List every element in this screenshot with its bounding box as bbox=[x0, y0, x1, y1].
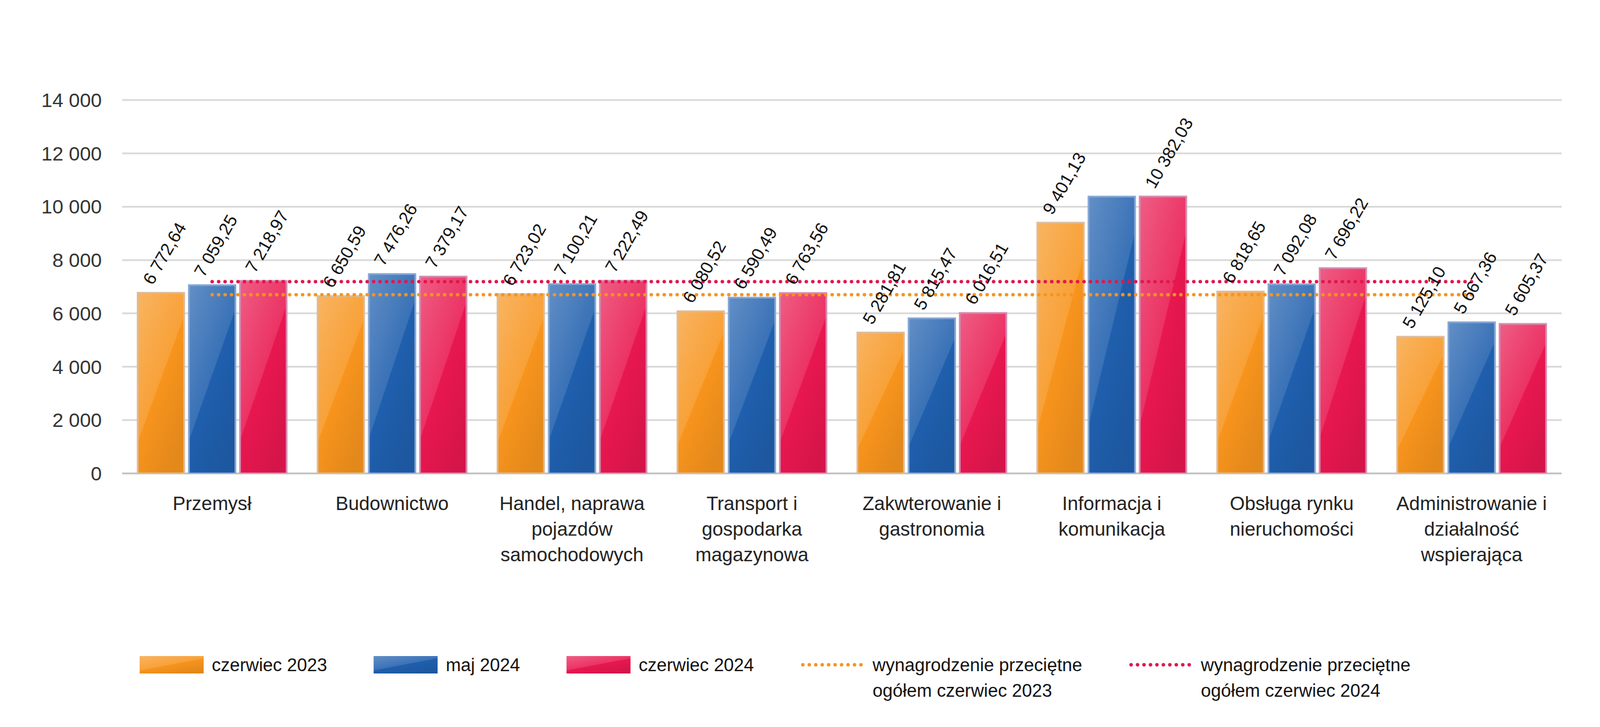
bar bbox=[1037, 222, 1084, 474]
data-label: 6 650,59 bbox=[318, 222, 370, 291]
bar bbox=[1396, 336, 1444, 474]
legend-swatch bbox=[139, 656, 204, 674]
x-tick-label: Przemysł bbox=[172, 492, 252, 515]
bar bbox=[1319, 268, 1367, 474]
y-tick-label: 6 000 bbox=[52, 302, 102, 325]
bar bbox=[497, 294, 544, 474]
grid-line bbox=[122, 152, 1562, 155]
bar bbox=[857, 332, 905, 474]
data-label: 6 723,02 bbox=[499, 220, 550, 290]
data-label: 7 059,25 bbox=[190, 211, 241, 281]
bar bbox=[240, 281, 287, 474]
y-tick-label: 12 000 bbox=[41, 142, 102, 165]
legend-swatch bbox=[1131, 663, 1193, 667]
data-label: 7 100,21 bbox=[550, 210, 602, 280]
data-label: 6 016,51 bbox=[961, 239, 1012, 308]
grid-line bbox=[122, 205, 1562, 208]
legend-label: wynagrodzenie przeciętneogółem czerwiec … bbox=[1200, 655, 1411, 702]
data-label: 6 818,65 bbox=[1218, 218, 1270, 287]
data-label: 7 222,49 bbox=[601, 207, 653, 276]
x-tick-label: Budownictwo bbox=[335, 492, 449, 515]
data-label: 5 125,10 bbox=[1398, 262, 1450, 332]
data-label: 7 092,08 bbox=[1270, 210, 1321, 280]
data-label: 5 667,36 bbox=[1449, 248, 1501, 318]
legend-swatch bbox=[802, 663, 865, 667]
data-label: 7 218,97 bbox=[241, 207, 293, 276]
bar bbox=[677, 311, 724, 474]
grid bbox=[122, 100, 1562, 474]
bar bbox=[548, 283, 596, 474]
bar bbox=[908, 318, 956, 474]
data-label: 6 080,52 bbox=[678, 237, 730, 307]
y-tick-label: 8 000 bbox=[52, 249, 102, 272]
bar bbox=[368, 274, 416, 474]
bar bbox=[960, 313, 1007, 474]
legend-swatch bbox=[566, 656, 631, 674]
data-label: 6 772,64 bbox=[139, 219, 190, 288]
legend-label: wynagrodzenie przeciętneogółem czerwiec … bbox=[872, 655, 1083, 702]
legend-label: maj 2024 bbox=[445, 655, 521, 676]
y-tick-label: 14 000 bbox=[41, 89, 102, 112]
y-tick-label: 10 000 bbox=[41, 195, 102, 218]
data-label: 6 590,49 bbox=[730, 224, 781, 293]
bar bbox=[1268, 284, 1315, 474]
y-tick-label: 2 000 bbox=[52, 409, 102, 432]
reference-line bbox=[212, 293, 1472, 297]
data-label: 7 379,17 bbox=[421, 203, 472, 272]
y-tick-label: 0 bbox=[90, 462, 102, 485]
x-tick-label: Obsługa rynkunieruchomości bbox=[1229, 492, 1354, 540]
y-tick-label: 4 000 bbox=[52, 356, 102, 379]
x-tick-label: Transport igospodarkamagazynowa bbox=[695, 492, 809, 566]
data-labels: 6 772,64 6 650,59 6 723,02 6 080,52 5 281,81… bbox=[139, 114, 1552, 332]
bar bbox=[317, 296, 365, 474]
x-tick-label: Informacja ikomunikacja bbox=[1058, 492, 1166, 540]
legend-swatch bbox=[373, 656, 438, 674]
data-label: 6 763,56 bbox=[781, 219, 832, 288]
data-label: 5 281,81 bbox=[858, 258, 910, 328]
bar bbox=[1499, 324, 1546, 474]
bar bbox=[1217, 291, 1264, 474]
bar bbox=[137, 292, 185, 474]
reference-line bbox=[212, 279, 1472, 284]
legend: czerwiec 2023 maj 2024 czerwiec 2024 wynagr… bbox=[139, 655, 1411, 702]
legend-label: czerwiec 2024 bbox=[638, 655, 755, 676]
bar bbox=[189, 285, 236, 474]
bar bbox=[1448, 322, 1495, 474]
data-label: 5 605,37 bbox=[1501, 250, 1552, 319]
bar bbox=[728, 297, 775, 474]
bar bbox=[599, 281, 647, 474]
data-label: 7 696,22 bbox=[1321, 194, 1372, 263]
data-label: 10 382,03 bbox=[1140, 114, 1197, 192]
x-tick-label: Administrowanie idziałalnośćwspierająca bbox=[1396, 492, 1548, 566]
chart: 0 2 000 4 000 6 000 8 000 10 000 12 000 14 000 6… bbox=[0, 0, 1600, 727]
legend-label: czerwiec 2023 bbox=[211, 655, 327, 676]
data-label: 9 401,13 bbox=[1038, 148, 1090, 218]
bar bbox=[1139, 196, 1187, 474]
grid-line bbox=[122, 99, 1562, 102]
bar bbox=[1088, 196, 1136, 474]
x-tick-label: Zakwterowanie igastronomia bbox=[862, 492, 1001, 540]
data-label: 5 815,47 bbox=[909, 244, 961, 314]
x-tick-label: Handel, naprawapojazdówsamochodowych bbox=[499, 492, 645, 566]
data-label: 7 476,26 bbox=[370, 200, 421, 270]
bar bbox=[779, 293, 827, 474]
bar bbox=[420, 276, 467, 474]
